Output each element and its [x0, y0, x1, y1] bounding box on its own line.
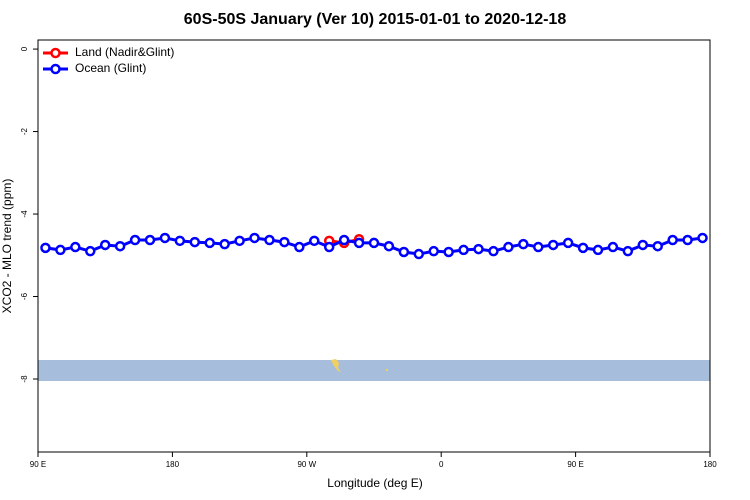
data-point: [622, 245, 634, 257]
data-point: [368, 237, 380, 249]
x-tick-label: 0: [439, 460, 444, 469]
data-point: [279, 236, 290, 248]
y-tick-label: -6: [20, 292, 29, 300]
x-tick-label: 90 E: [30, 460, 46, 469]
data-point: [488, 245, 499, 257]
data-point: [697, 232, 708, 244]
plot-frame: [37, 39, 711, 453]
data-point: [398, 246, 410, 258]
data-point: [458, 244, 469, 256]
x-tick-label: 180: [703, 460, 717, 469]
data-point: [323, 241, 335, 253]
data-point: [682, 234, 693, 246]
legend-marker: [50, 47, 61, 59]
data-point: [473, 243, 484, 255]
data-point: [428, 245, 439, 257]
data-point: [204, 237, 215, 249]
map-strip: [38, 360, 710, 381]
x-axis-label: Longitude (deg E): [327, 476, 422, 490]
data-point: [667, 234, 678, 246]
data-point: [637, 239, 649, 251]
data-point: [309, 235, 320, 247]
data-point: [443, 246, 454, 258]
data-point: [533, 241, 544, 253]
x-tick-label: 90 E: [567, 460, 583, 469]
map-land: [386, 369, 388, 371]
data-point: [264, 234, 275, 246]
data-point: [70, 241, 81, 253]
data-point: [99, 239, 111, 251]
data-point: [383, 240, 395, 252]
data-point: [592, 244, 604, 256]
data-point: [353, 237, 365, 249]
data-point: [189, 236, 201, 248]
legend-label: Land (Nadir&Glint): [75, 45, 174, 59]
data-point: [40, 242, 51, 254]
data-point: [55, 244, 66, 256]
legend-label: Ocean (Glint): [75, 61, 146, 75]
data-point: [577, 242, 589, 254]
data-point: [562, 237, 574, 249]
data-point: [85, 245, 96, 257]
data-point: [234, 235, 245, 247]
data-point: [413, 248, 425, 260]
data-point: [547, 239, 559, 251]
data-point: [338, 234, 350, 246]
map-land: [331, 359, 341, 372]
data-point: [159, 232, 171, 244]
data-point: [174, 235, 186, 247]
y-tick-label: -8: [20, 375, 29, 383]
y-axis-label: XCO2 - MLO trend (ppm): [0, 179, 14, 314]
data-point: [114, 240, 126, 252]
y-tick-label: -2: [20, 127, 29, 135]
data-point: [249, 232, 260, 244]
data-point: [129, 234, 141, 246]
y-tick-label: -4: [20, 210, 29, 218]
chart-title: 60S-50S January (Ver 10) 2015-01-01 to 2…: [184, 11, 567, 28]
data-point: [503, 241, 514, 253]
data-point: [219, 238, 230, 250]
data-point: [607, 241, 619, 253]
data-point: [518, 238, 529, 250]
data-point: [652, 240, 663, 252]
data-point: [294, 241, 305, 253]
x-tick-label: 90 W: [297, 460, 316, 469]
data-point: [144, 234, 156, 246]
y-tick-label: 0: [20, 46, 29, 51]
x-tick-label: 180: [166, 460, 180, 469]
legend-marker: [50, 63, 61, 75]
